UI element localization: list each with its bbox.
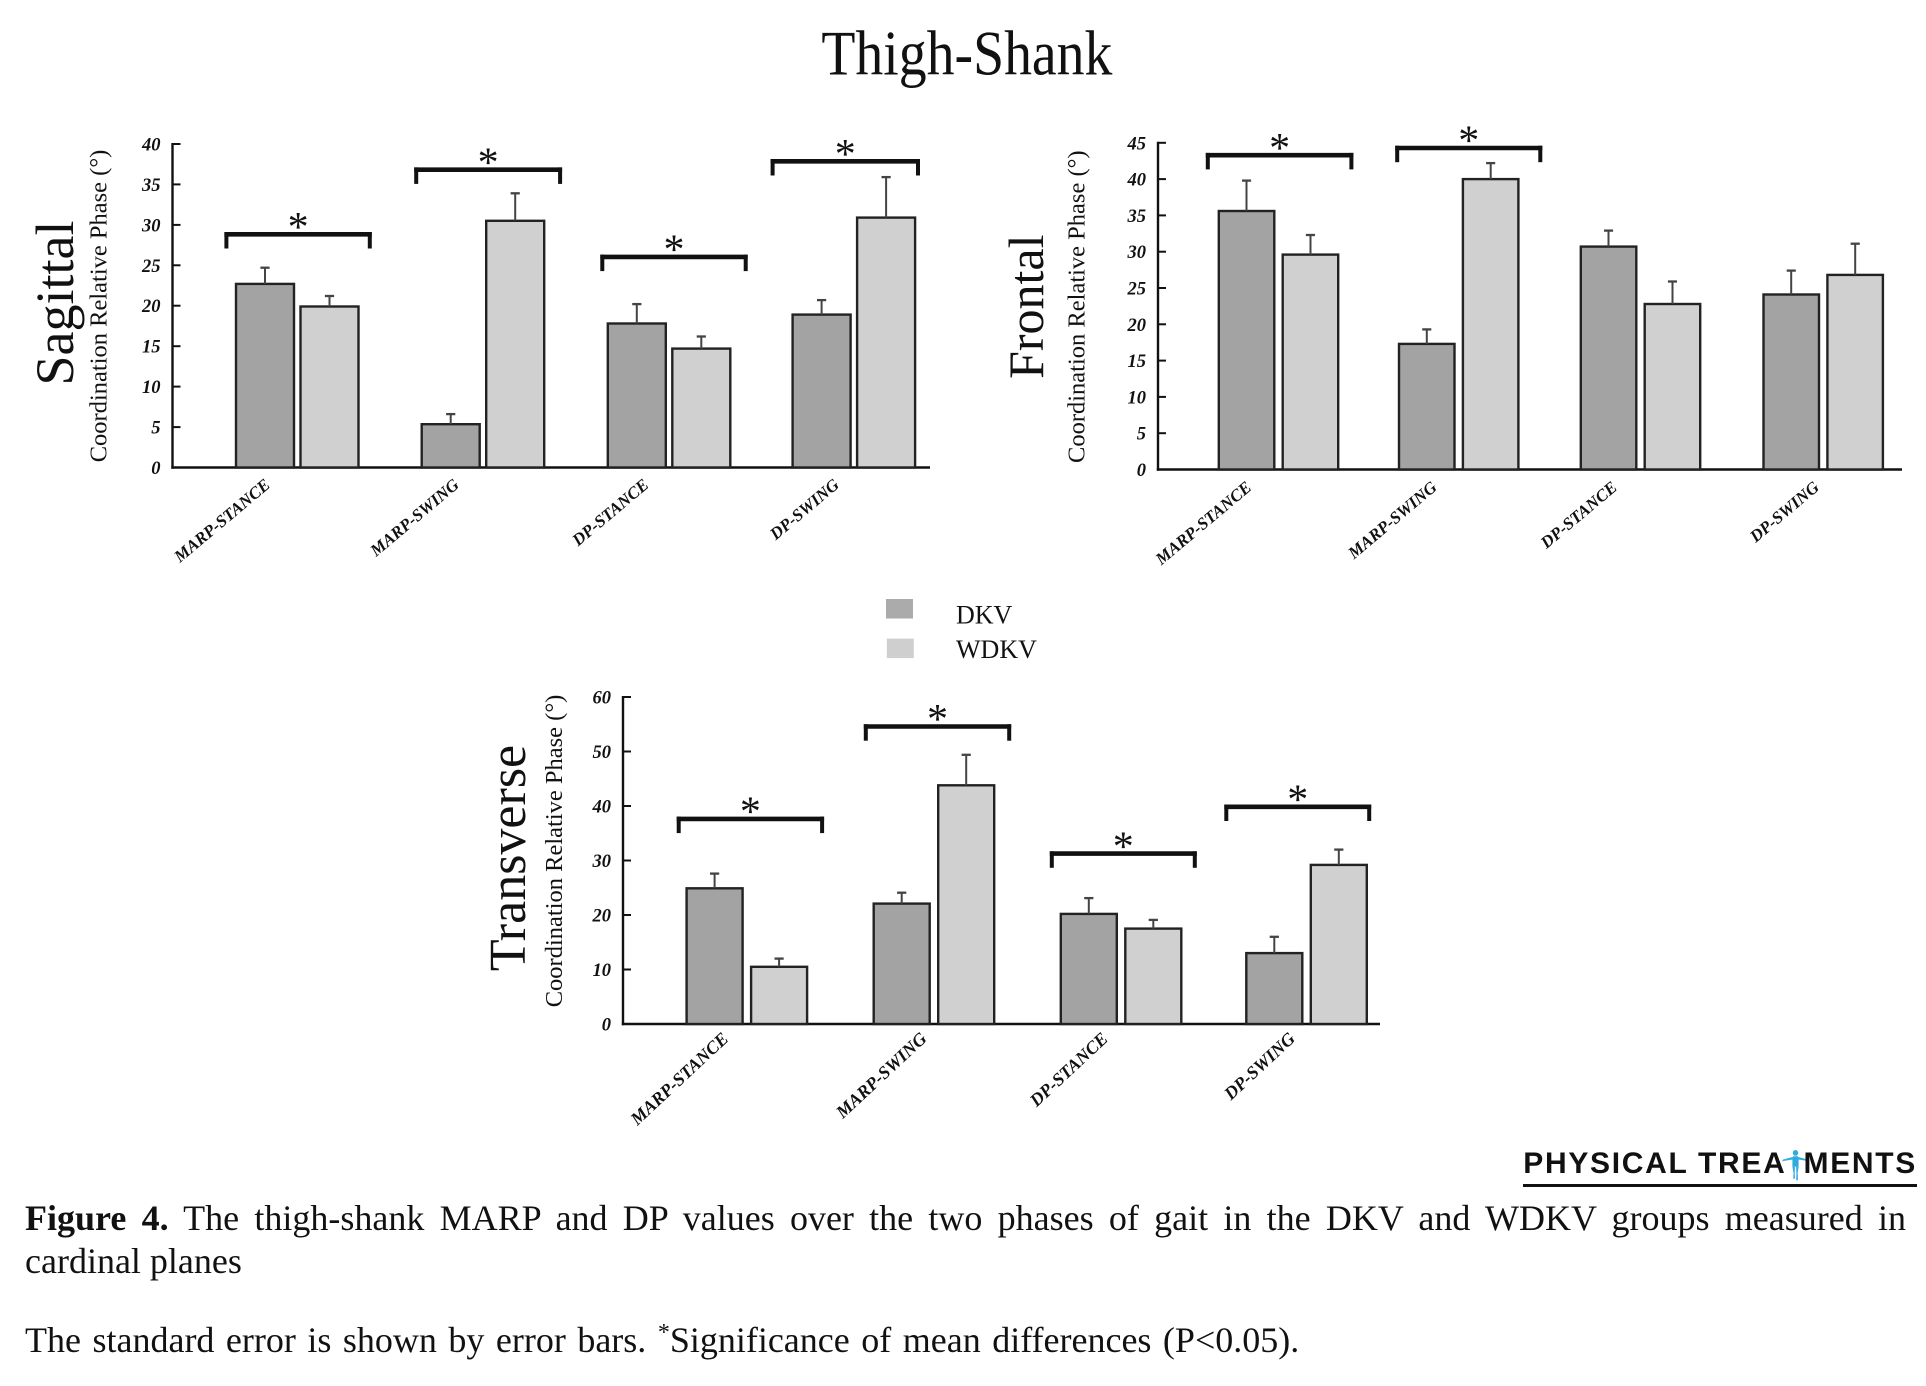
svg-text:40: 40: [1127, 171, 1147, 191]
svg-text:30: 30: [1127, 243, 1147, 263]
svg-text:DP-SWING: DP-SWING: [765, 475, 843, 545]
svg-text:5: 5: [1137, 425, 1146, 445]
svg-text:10: 10: [593, 961, 612, 981]
svg-text:0: 0: [1137, 461, 1146, 481]
svg-text:35: 35: [141, 176, 161, 196]
svg-text:45: 45: [1127, 134, 1147, 154]
svg-text:10: 10: [1128, 388, 1147, 408]
svg-text:Coordination Relative Phase (°: Coordination Relative Phase (°): [86, 150, 113, 463]
svg-text:30: 30: [592, 852, 612, 872]
svg-text:40: 40: [141, 136, 161, 156]
svg-text:50: 50: [593, 743, 612, 763]
svg-text:Coordination Relative Phase (°: Coordination Relative Phase (°): [1064, 150, 1091, 463]
svg-text:25: 25: [141, 257, 161, 277]
svg-text:MARP-SWING: MARP-SWING: [1344, 477, 1441, 563]
svg-text:DP-SWING: DP-SWING: [1219, 1028, 1298, 1104]
svg-text:20: 20: [1127, 316, 1147, 336]
svg-text:MARP-STANCE: MARP-STANCE: [170, 475, 274, 567]
svg-text:0: 0: [602, 1016, 611, 1036]
svg-text:DP-STANCE: DP-STANCE: [1025, 1028, 1112, 1111]
svg-text:WDKV: WDKV: [956, 635, 1037, 664]
svg-text:*: *: [1113, 824, 1134, 870]
svg-text:10: 10: [142, 378, 161, 398]
svg-text:MARP-STANCE: MARP-STANCE: [1151, 478, 1255, 570]
svg-text:DP-SWING: DP-SWING: [1745, 477, 1823, 547]
svg-text:MARP-SWING: MARP-SWING: [831, 1028, 930, 1122]
svg-text:Coordination Relative Phase (°: Coordination Relative Phase (°): [541, 695, 568, 1008]
svg-text:Sagittal: Sagittal: [25, 221, 85, 386]
svg-text:60: 60: [593, 689, 612, 709]
svg-text:20: 20: [592, 907, 612, 927]
svg-text:MARP-SWING: MARP-SWING: [366, 475, 463, 561]
svg-text:*: *: [288, 205, 309, 251]
svg-text:20: 20: [141, 297, 161, 317]
svg-text:Thigh-Shank: Thigh-Shank: [821, 17, 1112, 88]
svg-text:*: *: [740, 790, 761, 836]
svg-text:0: 0: [151, 459, 160, 479]
svg-text:*: *: [835, 132, 856, 178]
svg-text:*: *: [927, 697, 948, 743]
svg-text:DKV: DKV: [956, 601, 1013, 630]
svg-text:Transverse: Transverse: [480, 745, 537, 971]
svg-text:*: *: [664, 228, 685, 274]
svg-text:15: 15: [1128, 352, 1147, 372]
svg-text:*: *: [478, 140, 499, 186]
svg-text:5: 5: [151, 419, 160, 439]
svg-text:35: 35: [1127, 207, 1147, 227]
svg-text:DP-STANCE: DP-STANCE: [568, 475, 653, 550]
svg-text:MARP-STANCE: MARP-STANCE: [626, 1028, 733, 1129]
svg-text:40: 40: [592, 798, 612, 818]
svg-text:30: 30: [141, 216, 161, 236]
svg-text:*: *: [1287, 778, 1308, 824]
svg-text:15: 15: [142, 338, 161, 358]
svg-text:*: *: [1458, 119, 1479, 165]
svg-text:Frontal: Frontal: [998, 234, 1054, 378]
svg-text:25: 25: [1127, 280, 1147, 300]
svg-text:*: *: [1269, 126, 1290, 172]
svg-text:DP-STANCE: DP-STANCE: [1536, 478, 1621, 553]
